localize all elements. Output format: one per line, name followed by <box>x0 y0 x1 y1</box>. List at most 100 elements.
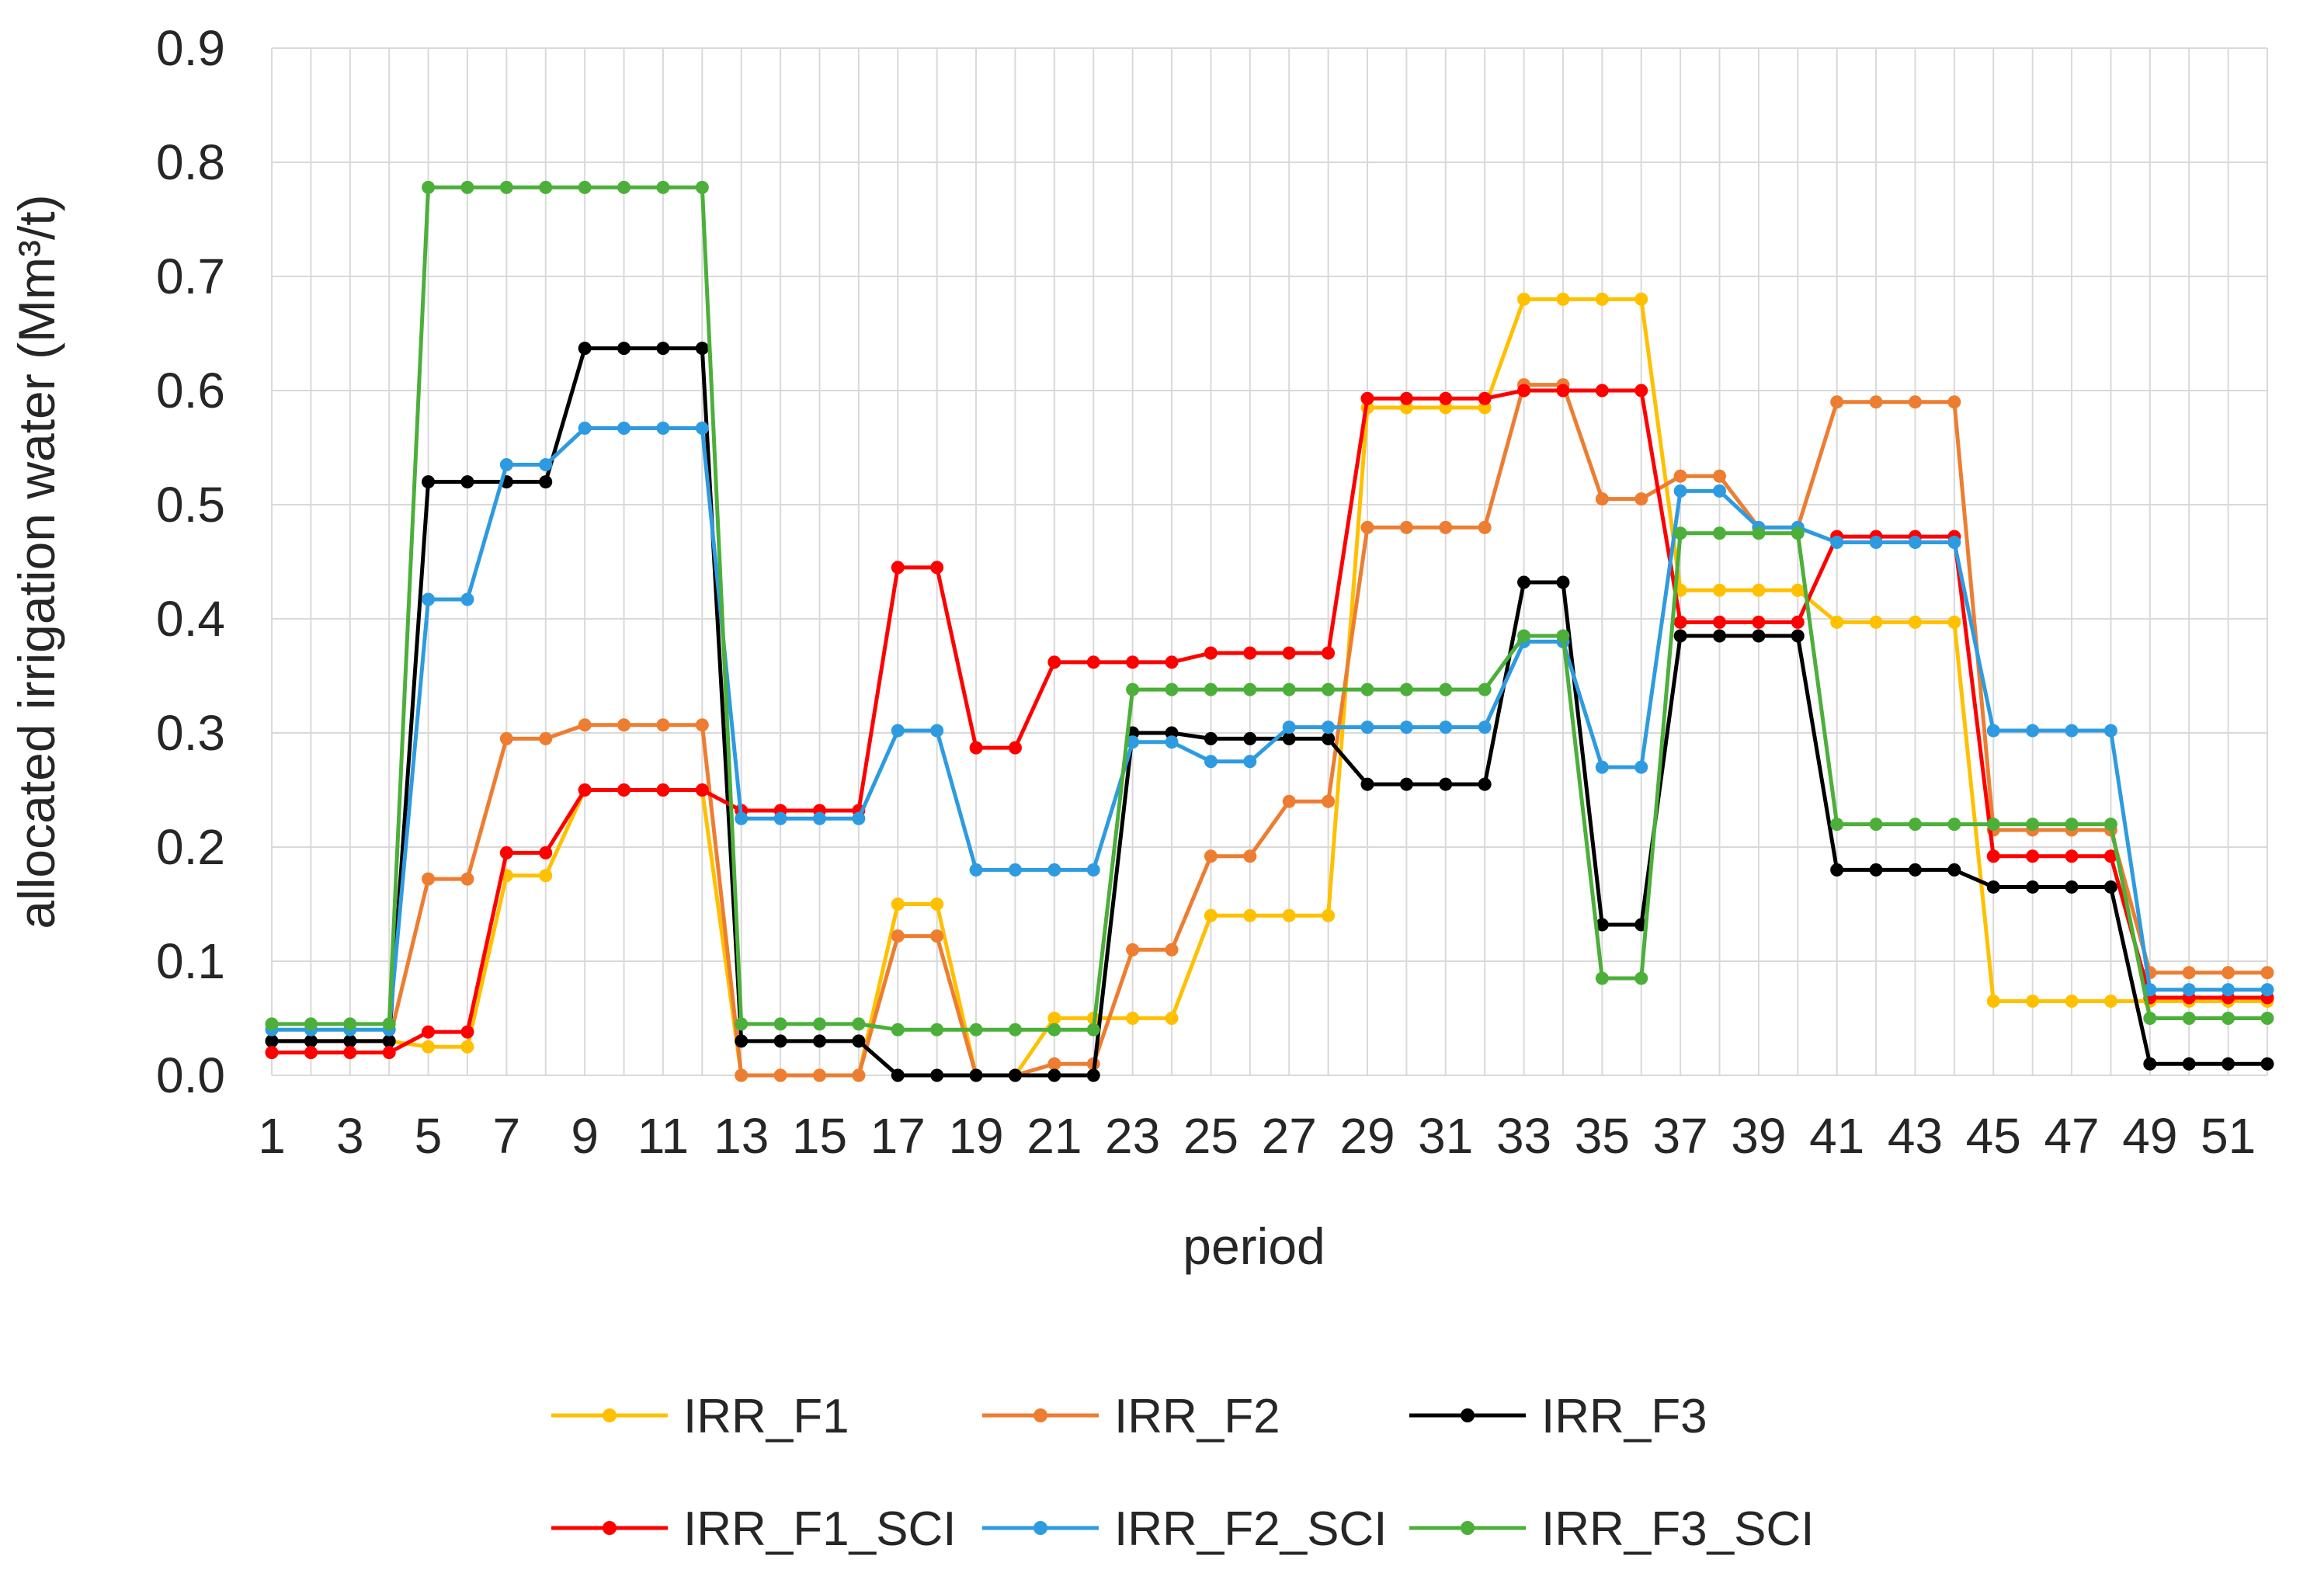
data-point <box>773 1017 787 1031</box>
legend-label: IRR_F1 <box>683 1390 849 1443</box>
data-point <box>2222 983 2235 997</box>
data-point <box>1869 863 1883 877</box>
data-point <box>1634 971 1648 985</box>
x-tick-label: 3 <box>336 1108 364 1164</box>
data-point <box>1204 682 1218 696</box>
data-point <box>1008 741 1022 755</box>
data-point <box>1126 682 1140 696</box>
data-point <box>852 1068 866 1082</box>
y-axis-ticks: 0.0 0.1 0.2 0.3 0.4 0.5 0.6 0.7 0.8 0.9 <box>156 20 225 1103</box>
data-point <box>2103 994 2117 1008</box>
data-point <box>930 898 944 911</box>
data-point <box>930 561 944 575</box>
data-point <box>2026 849 2040 863</box>
data-point <box>422 592 436 606</box>
data-point <box>343 1046 357 1060</box>
series-line <box>272 346 2267 1078</box>
series-irr-f3-sci <box>265 180 2274 1037</box>
data-point <box>1673 484 1687 498</box>
data-point <box>1517 384 1531 398</box>
data-point <box>1008 1023 1022 1037</box>
data-point <box>2260 1057 2274 1071</box>
data-point <box>1322 908 1336 922</box>
data-point <box>1634 760 1648 774</box>
data-point <box>2026 880 2040 894</box>
legend-item: IRR_F3_SCI <box>1409 1502 1814 1556</box>
y-tick-label: 0.0 <box>156 1047 225 1103</box>
data-point <box>1752 583 1766 597</box>
data-point <box>1752 615 1766 629</box>
data-point <box>773 1034 787 1048</box>
legend-swatch-marker <box>1461 1408 1475 1422</box>
x-tick-label: 43 <box>1888 1108 1943 1164</box>
data-point <box>812 1017 826 1031</box>
data-point <box>1243 646 1257 660</box>
series-line <box>272 185 2267 1032</box>
data-point <box>2182 983 2196 997</box>
data-point <box>930 1068 944 1082</box>
x-tick-label: 35 <box>1575 1108 1630 1164</box>
legend-item: IRR_F2 <box>982 1390 1280 1443</box>
data-point <box>617 180 631 194</box>
data-point <box>1282 908 1296 922</box>
series-irr-f3 <box>265 342 2274 1082</box>
x-axis-ticks: 1 3 5 7 9 11 13 15 17 19 21 23 25 27 29 31 33 35 37 39 41 43 4… <box>258 1108 2256 1164</box>
data-point <box>539 846 553 859</box>
data-point <box>930 929 944 943</box>
data-point <box>1165 735 1179 749</box>
data-point <box>1673 615 1687 629</box>
data-point <box>2222 1057 2235 1071</box>
data-point <box>1947 395 1961 409</box>
data-point <box>773 811 787 825</box>
data-point <box>1713 484 1727 498</box>
data-point <box>1478 520 1492 534</box>
data-point <box>1165 1012 1179 1025</box>
data-point <box>1086 863 1100 877</box>
data-point <box>1282 721 1296 734</box>
x-tick-label: 9 <box>571 1108 599 1164</box>
y-tick-label: 0.7 <box>156 248 225 304</box>
data-point <box>1439 520 1453 534</box>
x-tick-label: 7 <box>493 1108 521 1164</box>
data-point <box>460 180 474 194</box>
legend-swatch-marker <box>603 1521 617 1535</box>
data-point <box>1360 721 1374 734</box>
data-point <box>656 180 670 194</box>
data-point <box>1634 492 1648 506</box>
x-tick-label: 45 <box>1966 1108 2021 1164</box>
x-tick-label: 13 <box>714 1108 769 1164</box>
data-point <box>1556 575 1570 589</box>
data-point <box>1243 755 1257 769</box>
data-point <box>1008 863 1022 877</box>
data-point <box>1047 1068 1061 1082</box>
data-point <box>2065 880 2079 894</box>
data-point <box>852 811 866 825</box>
data-point <box>1517 629 1531 643</box>
data-point <box>1947 536 1961 550</box>
data-point <box>382 1046 396 1060</box>
data-point <box>1399 401 1413 415</box>
data-point <box>1634 384 1648 398</box>
data-point <box>812 811 826 825</box>
data-point <box>852 1034 866 1048</box>
legend-swatch-marker <box>1461 1521 1475 1535</box>
x-tick-label: 21 <box>1027 1108 1082 1164</box>
data-point <box>656 422 670 436</box>
legend-item: IRR_F2_SCI <box>982 1502 1387 1556</box>
data-point <box>1908 395 1922 409</box>
data-point <box>2103 818 2117 832</box>
data-point <box>1439 391 1453 405</box>
data-point <box>1360 777 1374 791</box>
data-point <box>617 783 631 797</box>
data-point <box>1986 849 2000 863</box>
data-point <box>1439 721 1453 734</box>
data-point <box>539 475 553 489</box>
data-point <box>2026 994 2040 1008</box>
data-point <box>1595 760 1609 774</box>
data-point <box>1086 1068 1100 1082</box>
x-tick-label: 29 <box>1339 1108 1395 1164</box>
data-point <box>735 811 749 825</box>
data-point <box>969 741 983 755</box>
data-point <box>2026 818 2040 832</box>
data-point <box>1204 755 1218 769</box>
